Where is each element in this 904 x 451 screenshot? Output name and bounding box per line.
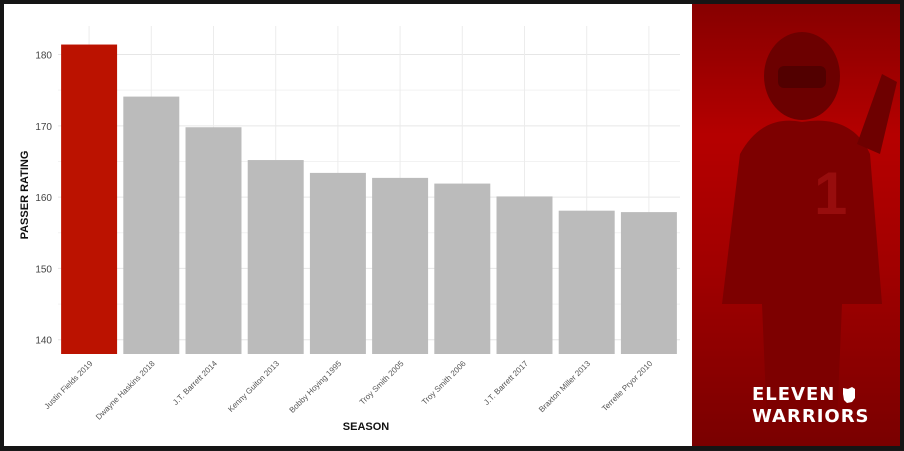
brand-line-1: ELEVEN (752, 384, 836, 405)
x-tick-label: Troy Smith 2006 (420, 359, 468, 407)
x-tick-label: J.T. Barrett 2017 (482, 359, 530, 407)
x-axis-label: SEASON (343, 421, 390, 433)
y-tick-label: 140 (35, 336, 52, 347)
x-tick-label: Terrelle Pryor 2010 (600, 359, 655, 414)
ohio-state-outline-icon (843, 387, 856, 403)
y-tick-label: 170 (35, 122, 52, 133)
player-silhouette: 1 (692, 4, 900, 446)
y-tick-label: 160 (35, 193, 52, 204)
bar-chart: 140 150 160 170 180 Justin Fields 2019 Dwayne… (19, 26, 680, 433)
bars (61, 44, 677, 355)
bar (620, 212, 677, 354)
bar (558, 210, 615, 354)
y-axis-label: PASSER RATING (19, 151, 31, 240)
x-tick-label: Kenny Guiton 2013 (226, 359, 281, 414)
jersey-number-graphic: 1 (814, 160, 847, 227)
x-tick-label: Troy Smith 2005 (358, 359, 406, 407)
x-tick-label: Justin Fields 2019 (43, 359, 95, 411)
bar (372, 177, 429, 354)
x-tick-label: Bobby Hoying 1995 (288, 359, 344, 415)
bar (185, 127, 242, 355)
bar (247, 160, 304, 354)
x-tick-label: Dwayne Haskins 2018 (94, 359, 157, 422)
y-tick-label: 150 (35, 264, 52, 275)
x-axis-ticks: Justin Fields 2019 Dwayne Haskins 2018 J.T… (43, 359, 655, 422)
y-tick-label: 180 (35, 51, 52, 62)
bar (309, 172, 366, 354)
player-photo: 1 ELEVEN WARRIORS (692, 4, 900, 446)
brand-line-2: WARRIORS (752, 406, 870, 427)
torso-shape (722, 120, 882, 425)
x-tick-label: Braxton Miller 2013 (537, 359, 592, 414)
bar (496, 196, 553, 354)
bar (434, 183, 491, 354)
y-axis-ticks: 140 150 160 170 180 (35, 51, 52, 347)
eleven-warriors-logo: ELEVEN WARRIORS (752, 384, 870, 428)
bar (123, 96, 180, 354)
plot-panel: 140 150 160 170 180 Justin Fields 2019 Dwayne… (4, 4, 692, 446)
bar (61, 44, 118, 355)
raised-arm-shape (857, 74, 897, 154)
facemask-shape (778, 66, 826, 88)
x-tick-label: J.T. Barrett 2014 (171, 359, 219, 407)
